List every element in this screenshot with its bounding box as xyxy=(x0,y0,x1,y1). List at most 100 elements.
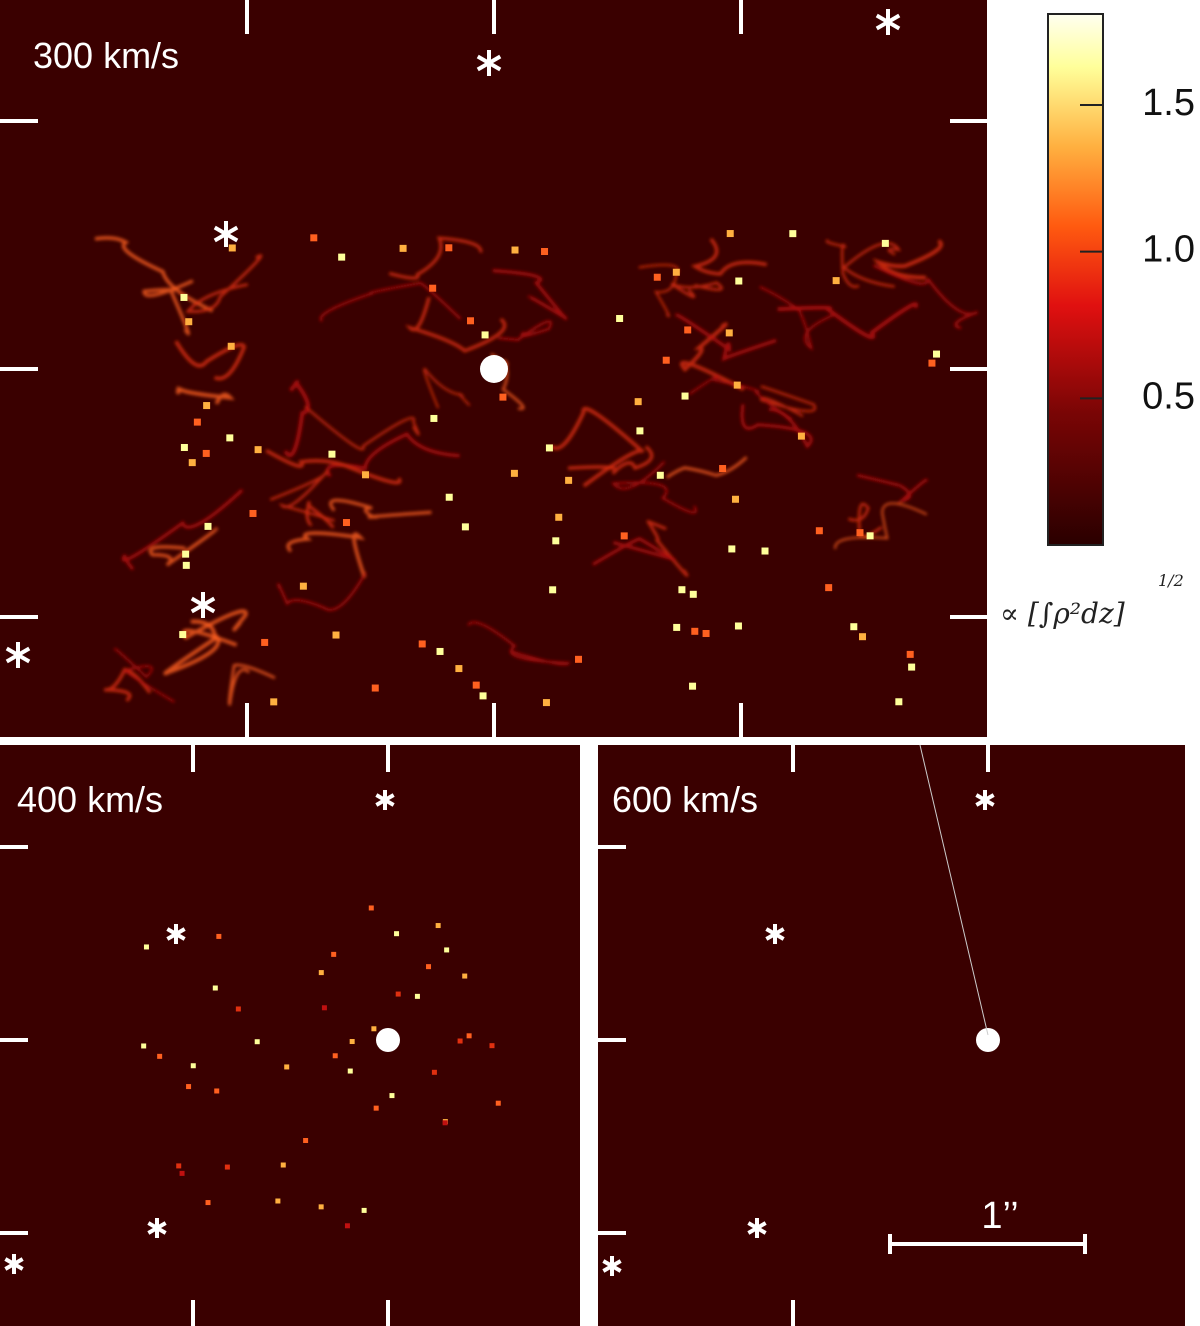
knot xyxy=(204,522,212,530)
knot xyxy=(445,244,453,252)
knot xyxy=(303,1138,309,1144)
filament xyxy=(856,473,928,504)
star-marker xyxy=(747,1221,767,1235)
knot xyxy=(399,244,407,252)
knot xyxy=(545,444,553,452)
knot xyxy=(180,293,188,301)
knot xyxy=(216,933,222,939)
knot xyxy=(908,663,916,671)
knot xyxy=(332,1053,338,1059)
knot xyxy=(575,655,583,663)
knot xyxy=(224,1164,230,1170)
knot xyxy=(691,627,699,635)
filament xyxy=(423,368,471,409)
filament xyxy=(592,537,676,566)
knot xyxy=(182,561,190,569)
knot xyxy=(328,450,336,458)
knot xyxy=(157,1053,163,1059)
knot xyxy=(541,247,549,255)
knot xyxy=(141,1043,147,1049)
filament xyxy=(113,648,175,703)
knot xyxy=(332,631,340,639)
scale-bar-label: 1’’ xyxy=(981,1195,1018,1237)
filament xyxy=(777,302,919,340)
filament xyxy=(94,236,214,313)
star-marker xyxy=(975,793,995,807)
knot xyxy=(430,414,438,422)
knot xyxy=(280,1162,286,1168)
filament xyxy=(185,254,263,313)
filament xyxy=(163,619,221,676)
knot xyxy=(190,1063,196,1069)
knot xyxy=(467,317,475,325)
knot xyxy=(203,402,211,410)
knot xyxy=(205,1200,211,1206)
knot xyxy=(331,951,337,957)
knot xyxy=(426,964,432,970)
filament xyxy=(665,456,748,479)
knot xyxy=(866,532,874,540)
filament xyxy=(319,281,462,323)
knot xyxy=(261,638,269,646)
knot xyxy=(542,699,550,707)
knot xyxy=(928,359,936,367)
knot xyxy=(394,931,400,937)
knot xyxy=(228,244,236,252)
knot xyxy=(734,622,742,630)
colorbar-exponent: 1/2 xyxy=(1158,571,1184,590)
knot xyxy=(299,582,307,590)
knot xyxy=(318,970,324,976)
colorbar-tick-label: 1.5 xyxy=(1142,82,1195,124)
knot xyxy=(342,519,350,527)
knot xyxy=(176,1163,182,1169)
knot xyxy=(371,1026,377,1032)
filament xyxy=(872,239,943,280)
star-marker xyxy=(213,225,239,243)
knot xyxy=(689,682,697,690)
filament xyxy=(646,519,689,577)
knot xyxy=(193,418,201,426)
filament xyxy=(825,239,860,288)
filament xyxy=(121,488,244,571)
knot xyxy=(361,1207,367,1213)
knot xyxy=(254,446,262,454)
filament xyxy=(567,445,654,475)
knot xyxy=(185,318,193,326)
knot xyxy=(321,1005,327,1011)
knot xyxy=(555,513,563,521)
knot xyxy=(212,985,218,991)
filament xyxy=(329,498,432,519)
knot xyxy=(436,647,444,655)
knot xyxy=(270,698,278,706)
knot xyxy=(179,1170,185,1176)
filament xyxy=(388,236,483,280)
knot xyxy=(735,277,743,285)
filament xyxy=(283,380,310,458)
knot xyxy=(825,584,833,592)
knot xyxy=(226,434,234,442)
knot xyxy=(850,623,858,631)
filament xyxy=(265,448,402,485)
pointer-line xyxy=(919,744,989,1036)
knot xyxy=(636,427,644,435)
filament xyxy=(679,322,745,392)
knot xyxy=(662,356,670,364)
knot xyxy=(511,246,519,254)
knot xyxy=(895,698,903,706)
knot xyxy=(275,1198,281,1204)
colorbar-label: ∝ [∫ρ²dz] xyxy=(1000,597,1125,630)
knot xyxy=(466,1033,472,1039)
knot xyxy=(186,1084,192,1090)
filament xyxy=(760,385,817,418)
knot xyxy=(719,465,727,473)
knot xyxy=(702,630,710,638)
colorbar xyxy=(1047,13,1104,546)
star-marker xyxy=(147,1221,167,1235)
knot xyxy=(681,392,689,400)
knot xyxy=(235,1006,241,1012)
filament xyxy=(675,313,777,362)
filaments xyxy=(94,236,979,706)
knot xyxy=(254,1039,260,1045)
panel-400 xyxy=(0,745,580,1326)
